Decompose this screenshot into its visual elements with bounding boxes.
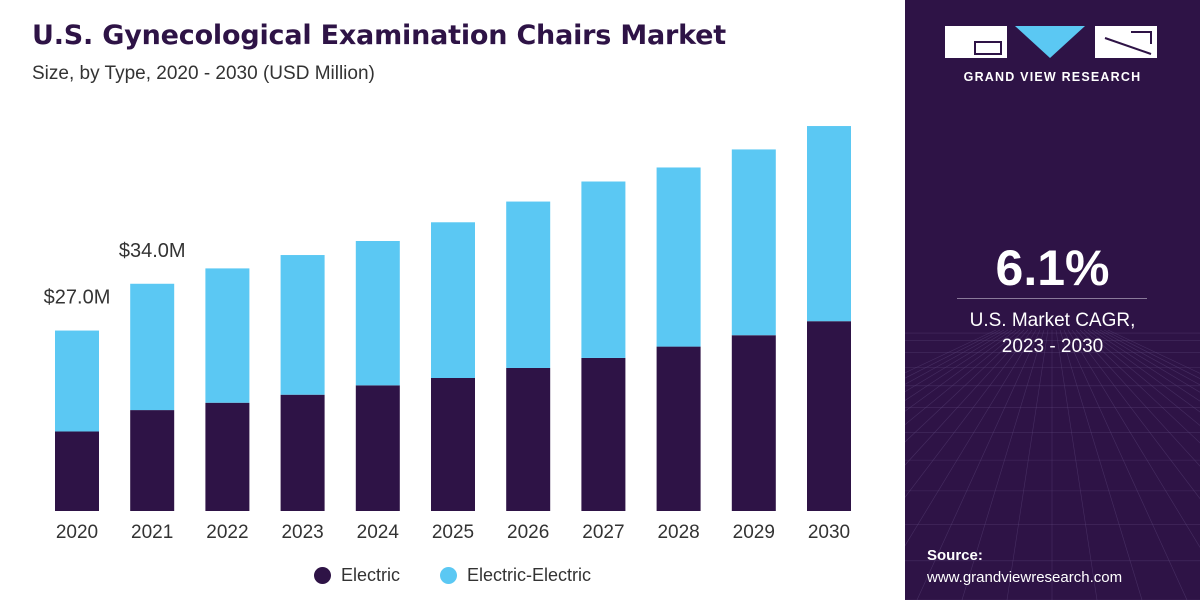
x-tick-label: 2029 <box>733 522 775 543</box>
bar-electric-electric-2027 <box>581 181 626 358</box>
source-title: Source: <box>927 547 983 564</box>
grid-decoration <box>905 329 1200 600</box>
bar-chart: 2020 2021 2022 2023 2024 2025 2026 2027 2028 2029… <box>44 126 851 543</box>
bar-electric-2022 <box>205 402 250 511</box>
cagr-label: U.S. Market CAGR, 2023 - 2030 <box>905 308 1200 360</box>
info-panel: GRAND VIEW RESEARCH 6.1% U.S. Market CAG… <box>905 0 1200 600</box>
bar-electric-2020 <box>55 431 99 511</box>
x-tick-label: 2027 <box>582 522 624 543</box>
chart-title: U.S. Gynecological Examination Chairs Ma… <box>32 20 726 51</box>
bar-electric-electric-2030 <box>807 126 851 322</box>
bar-electric-electric-2024 <box>355 240 400 386</box>
cagr-value: 6.1% <box>995 240 1110 296</box>
x-tick-label: 2024 <box>357 522 400 543</box>
x-tick-label: 2026 <box>507 522 549 543</box>
legend-label: Electric-Electric <box>467 564 592 585</box>
x-tick-label: 2022 <box>206 522 248 543</box>
cagr-label-line2: 2023 - 2030 <box>1001 336 1104 357</box>
data-label-2021: $34.0M <box>119 240 186 262</box>
x-tick-label: 2023 <box>281 522 323 543</box>
legend-label: Electric <box>340 564 400 585</box>
grand-view-research-logo <box>945 26 1157 58</box>
bar-electric-electric-2029 <box>731 149 776 336</box>
chart-panel: U.S. Gynecological Examination Chairs Ma… <box>0 20 905 587</box>
source-note: Source: www.grandviewresearch.com <box>927 545 1122 589</box>
bar-electric-2030 <box>807 321 851 511</box>
bar-electric-electric-2026 <box>506 201 551 368</box>
brand-name: GRAND VIEW RESEARCH <box>963 70 1142 84</box>
bar-electric-electric-2020 <box>55 330 99 432</box>
x-tick-label: 2021 <box>131 522 173 543</box>
bar-electric-electric-2021 <box>130 283 175 411</box>
chart-legend: Electric Electric-Electric <box>0 563 905 587</box>
legend-swatch <box>313 566 331 584</box>
bar-electric-electric-2022 <box>205 268 250 403</box>
bar-electric-2023 <box>280 394 325 511</box>
bar-electric-2029 <box>731 335 776 511</box>
source-url[interactable]: www.grandviewresearch.com <box>927 569 1123 586</box>
x-tick-label: 2025 <box>432 522 474 543</box>
bar-electric-2028 <box>656 346 701 511</box>
data-label-2020: $27.0M <box>44 287 111 309</box>
legend-swatch <box>440 566 457 584</box>
bar-electric-2026 <box>506 367 551 511</box>
cagr-label-line1: U.S. Market CAGR, <box>969 310 1136 331</box>
legend-item-electric-electric: Electric-Electric <box>440 563 591 587</box>
bar-electric-electric-2025 <box>431 222 475 379</box>
chart-subtitle: Size, by Type, 2020 - 2030 (USD Million) <box>32 63 375 84</box>
bar-electric-electric-2028 <box>656 167 701 347</box>
x-tick-label: 2030 <box>808 522 850 543</box>
bar-electric-2021 <box>130 410 175 511</box>
bar-electric-2027 <box>581 357 626 511</box>
bar-electric-2025 <box>431 378 475 511</box>
x-tick-label: 2020 <box>56 522 98 543</box>
bar-electric-electric-2023 <box>280 255 325 395</box>
x-tick-label: 2028 <box>657 522 699 543</box>
cagr-divider <box>957 298 1147 299</box>
legend-item-electric: Electric <box>313 563 400 587</box>
bar-electric-2024 <box>355 385 400 511</box>
